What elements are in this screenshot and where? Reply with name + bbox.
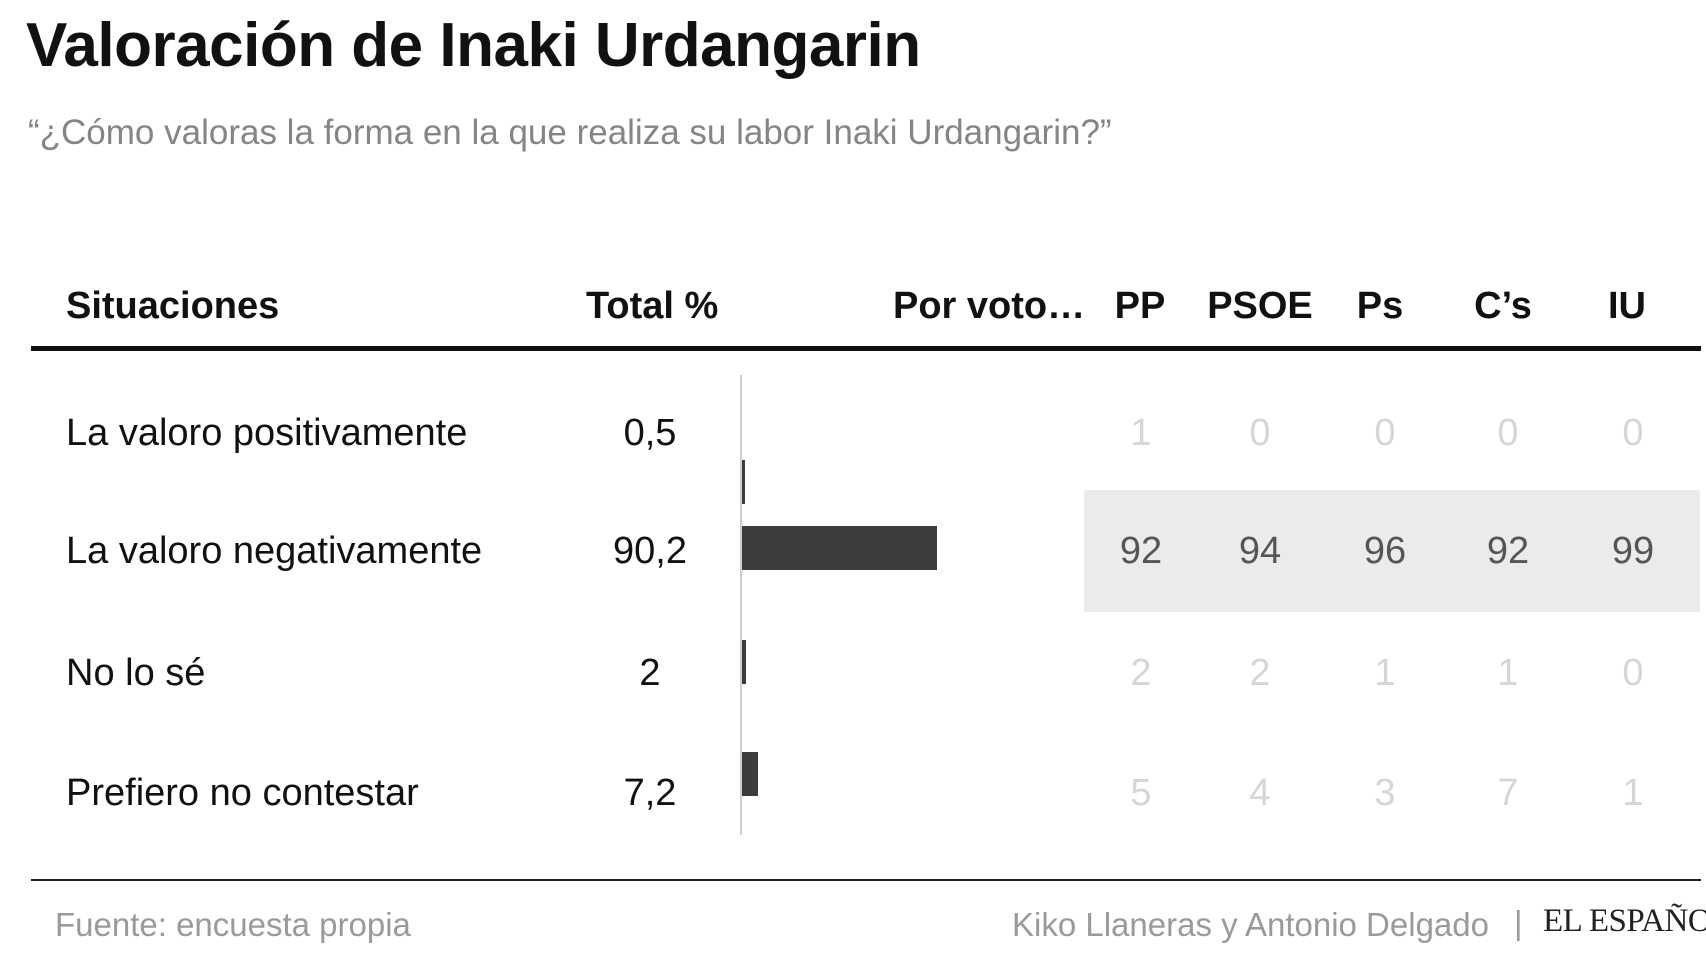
header-party-psoe: PSOE: [1207, 285, 1313, 327]
header-party-iu: IU: [1608, 285, 1646, 327]
source-note: Fuente: encuesta propia: [55, 906, 411, 943]
credits-separator: |: [1514, 904, 1523, 941]
row-label: Prefiero no contestar: [66, 772, 419, 814]
party-cell: 0: [1622, 652, 1644, 694]
header-rule: [31, 346, 1701, 351]
party-cell: 0: [1374, 412, 1396, 454]
row-label: La valoro positivamente: [66, 412, 468, 454]
party-cell: 7: [1497, 772, 1519, 814]
party-cell: 0: [1249, 412, 1271, 454]
header-party-ps: Ps: [1356, 285, 1404, 327]
header-party-cs: C’s: [1474, 285, 1532, 327]
party-cell: 1: [1622, 772, 1644, 814]
bar: [742, 640, 747, 684]
brand-logo: EL ESPAÑOL: [1543, 903, 1706, 939]
bar-axis-line: [740, 375, 742, 835]
bar: [742, 752, 758, 796]
highlight-band: [1084, 490, 1700, 612]
party-cell: 4: [1249, 772, 1271, 814]
row-total: 2: [639, 652, 661, 694]
party-cell: 99: [1611, 530, 1655, 572]
footer-rule: [31, 879, 1701, 881]
chart-title: Valoración de Inaki Urdangarin: [26, 11, 921, 80]
credits: Kiko Llaneras y Antonio Delgado: [1012, 906, 1489, 943]
party-cell: 1: [1130, 412, 1152, 454]
header-situaciones: Situaciones: [66, 285, 280, 327]
party-cell: 92: [1486, 530, 1530, 572]
party-cell: 94: [1238, 530, 1282, 572]
row-label: No lo sé: [66, 652, 206, 694]
chart-subtitle: “¿Cómo valoras la forma en la que realiz…: [28, 113, 1112, 152]
header-party-pp: PP: [1114, 285, 1166, 327]
party-cell: 3: [1374, 772, 1396, 814]
party-cell: 0: [1497, 412, 1519, 454]
bar: [742, 526, 937, 570]
party-cell: 92: [1119, 530, 1163, 572]
header-por-voto: Por voto…: [893, 285, 1086, 327]
party-cell: 2: [1130, 652, 1152, 694]
party-cell: 5: [1130, 772, 1152, 814]
party-cell: 2: [1249, 652, 1271, 694]
party-cell: 0: [1622, 412, 1644, 454]
party-cell: 1: [1374, 652, 1396, 694]
row-total: 0,5: [623, 412, 677, 454]
party-cell: 1: [1497, 652, 1519, 694]
row-total: 7,2: [623, 772, 677, 814]
party-cell: 96: [1363, 530, 1407, 572]
row-total: 90,2: [613, 530, 687, 572]
header-total: Total %: [586, 285, 719, 327]
bar: [742, 460, 745, 504]
row-label: La valoro negativamente: [66, 530, 483, 572]
